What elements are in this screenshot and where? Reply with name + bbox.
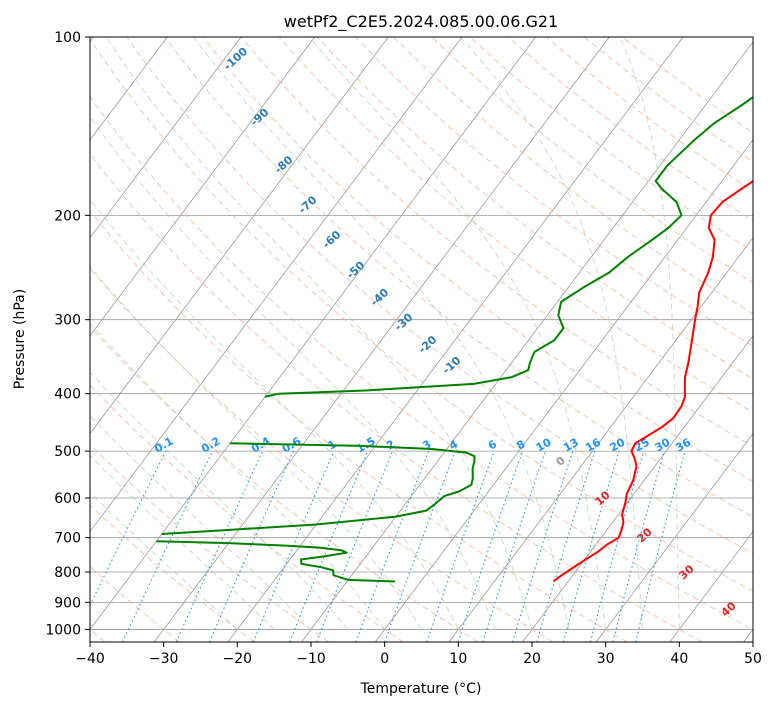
dewpoint-profile-line <box>264 95 753 398</box>
isotherm-line <box>90 37 463 533</box>
y-axis: 1000 900 800 700 600 500 400 300 200 100 <box>45 30 90 638</box>
moist-adiabat-line <box>308 37 607 630</box>
dry-adiabat-line <box>431 37 753 283</box>
dry-adiabat-line <box>90 384 404 642</box>
y-tick-label: 1000 <box>45 622 81 638</box>
isotherm-line <box>522 335 753 642</box>
isotherm-line <box>448 237 753 642</box>
mixing-ratio-line <box>175 450 264 642</box>
x-tick-label: 20 <box>523 651 541 667</box>
dry-adiabat-line <box>126 37 753 555</box>
moist-adiabat-line <box>90 454 275 630</box>
y-tick-label: 800 <box>54 565 81 581</box>
moist-adiabat-line <box>193 37 570 630</box>
x-tick-label: 30 <box>597 651 615 667</box>
dry-adiabat-line <box>90 38 753 592</box>
chart-title: wetPf2_C2E5.2024.085.00.06.G21 <box>284 12 558 32</box>
y-tick-label: 400 <box>54 387 81 403</box>
moist-adiabat-line <box>90 322 386 630</box>
y-tick-label: 100 <box>54 30 81 46</box>
dry-adiabat-line <box>90 153 703 642</box>
mixing-ratio-line <box>536 450 596 642</box>
temperature-profile-line <box>552 179 753 583</box>
moist-adiabat-line <box>90 415 312 630</box>
dewpoint-profile-line <box>156 540 395 583</box>
mixing-ratio-line <box>512 450 574 642</box>
profile-series <box>156 95 753 583</box>
isotherm-line <box>595 432 753 642</box>
y-tick-label: 300 <box>54 313 81 329</box>
moist-adiabat-line <box>90 265 422 630</box>
x-tick-label: −30 <box>149 651 179 667</box>
y-tick-label: 700 <box>54 531 81 547</box>
moist-adiabat-line <box>90 198 459 630</box>
x-tick-label: 40 <box>670 651 688 667</box>
y-tick-label: 600 <box>54 491 81 507</box>
plot-frame <box>89 36 754 643</box>
moist-adiabat-line <box>90 492 238 630</box>
isotherm-line <box>153 37 610 642</box>
dry-adiabat-line <box>202 37 753 482</box>
y-axis-label: Pressure (hPa) <box>12 289 28 389</box>
mixing-ratio-line <box>482 450 546 642</box>
background-lines <box>90 37 753 642</box>
y-tick-label: 200 <box>54 208 81 224</box>
plot-area <box>90 37 753 642</box>
mixing-ratio-line <box>90 450 167 607</box>
x-axis: −40 −30 −20 −10 0 10 20 30 40 50 <box>75 642 762 667</box>
isotherm-line <box>90 37 242 239</box>
mixing-ratio-line <box>122 450 213 642</box>
x-tick-label: −40 <box>75 651 105 667</box>
x-tick-label: 0 <box>380 651 389 667</box>
x-tick-label: 10 <box>449 651 467 667</box>
dry-adiabat-line <box>90 210 628 642</box>
moist-adiabat-line <box>460 37 643 630</box>
dry-adiabat-line <box>90 95 753 630</box>
x-axis-label: Temperature (°C) <box>360 681 482 697</box>
dewpoint-profile-line <box>161 442 476 535</box>
isotherm-line <box>90 37 168 141</box>
isotherm-line <box>374 139 753 642</box>
y-tick-label: 500 <box>54 444 81 460</box>
mixing-ratio-line <box>589 450 645 642</box>
x-tick-label: −20 <box>223 651 253 667</box>
isotherm-line <box>669 530 753 642</box>
dry-adiabat-line <box>240 37 753 447</box>
dry-adiabat-line <box>355 37 753 347</box>
moist-adiabat-line <box>90 116 496 630</box>
isotherm-line <box>90 37 389 435</box>
dry-adiabat-line <box>393 37 753 315</box>
x-tick-label: 50 <box>744 651 762 667</box>
dry-adiabat-line <box>90 267 554 642</box>
y-tick-label: 900 <box>54 595 81 611</box>
moist-adiabat-line <box>619 37 680 630</box>
isotherm-line <box>227 37 684 642</box>
mixing-ratio-line <box>562 450 620 642</box>
mixing-ratio-line <box>457 450 524 642</box>
isotherm-line <box>90 37 316 337</box>
mixing-ratio-line <box>316 450 394 642</box>
dry-adiabat-line <box>164 37 753 518</box>
x-tick-label: −10 <box>296 651 326 667</box>
mixing-ratio-line <box>355 450 430 642</box>
